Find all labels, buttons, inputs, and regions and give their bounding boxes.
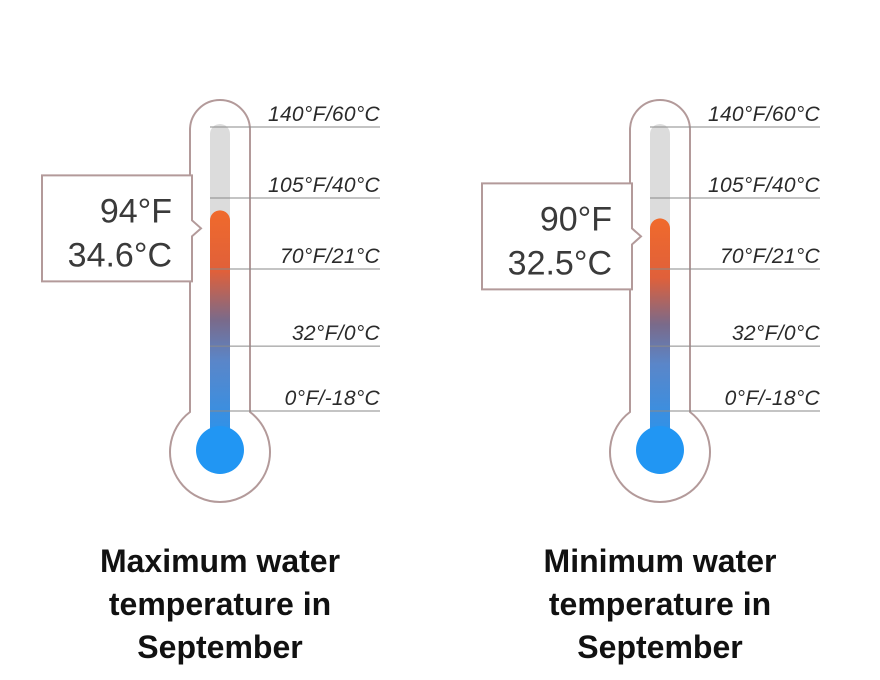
thermometer-bulb (196, 426, 244, 474)
mercury-column (210, 210, 230, 454)
caption: Maximum water temperature in September (100, 543, 340, 665)
caption-line: September (577, 629, 742, 665)
readout-fahrenheit: 94°F (100, 192, 172, 230)
caption: Minimum water temperature in September (544, 543, 777, 665)
tick-label: 140°F/60°C (708, 103, 821, 126)
thermometer-max: 140°F/60°C 105°F/40°C 70°F/21°C 32°F/0°C… (41, 99, 381, 665)
caption-line: Minimum water (544, 543, 777, 579)
readout-celsius: 34.6°C (68, 236, 172, 274)
tick-group: 140°F/60°C 105°F/40°C 70°F/21°C 32°F/0°C… (650, 103, 821, 412)
readout-celsius: 32.5°C (508, 244, 612, 282)
tick-label: 70°F/21°C (720, 245, 821, 268)
tick-label: 105°F/40°C (268, 174, 381, 197)
tick-label: 105°F/40°C (708, 174, 821, 197)
tick-label: 70°F/21°C (280, 245, 381, 268)
tick-label: 32°F/0°C (292, 322, 381, 345)
tick-label: 0°F/-18°C (725, 387, 821, 410)
caption-line: temperature in (549, 586, 771, 622)
readout-callout: 90°F 32.5°C (481, 182, 643, 291)
thermometer-bulb (636, 426, 684, 474)
readout-fahrenheit: 90°F (540, 200, 612, 238)
tick-label: 0°F/-18°C (285, 387, 381, 410)
mercury-column (650, 218, 670, 454)
caption-line: September (137, 629, 302, 665)
thermometer-min: 140°F/60°C 105°F/40°C 70°F/21°C 32°F/0°C… (481, 99, 821, 665)
tick-group: 140°F/60°C 105°F/40°C 70°F/21°C 32°F/0°C… (210, 103, 381, 412)
tick-label: 32°F/0°C (732, 322, 821, 345)
callout-box (41, 174, 203, 283)
tick-label: 140°F/60°C (268, 103, 381, 126)
callout-box (481, 182, 643, 291)
caption-line: Maximum water (100, 543, 340, 579)
caption-line: temperature in (109, 586, 331, 622)
readout-callout: 94°F 34.6°C (41, 174, 203, 283)
